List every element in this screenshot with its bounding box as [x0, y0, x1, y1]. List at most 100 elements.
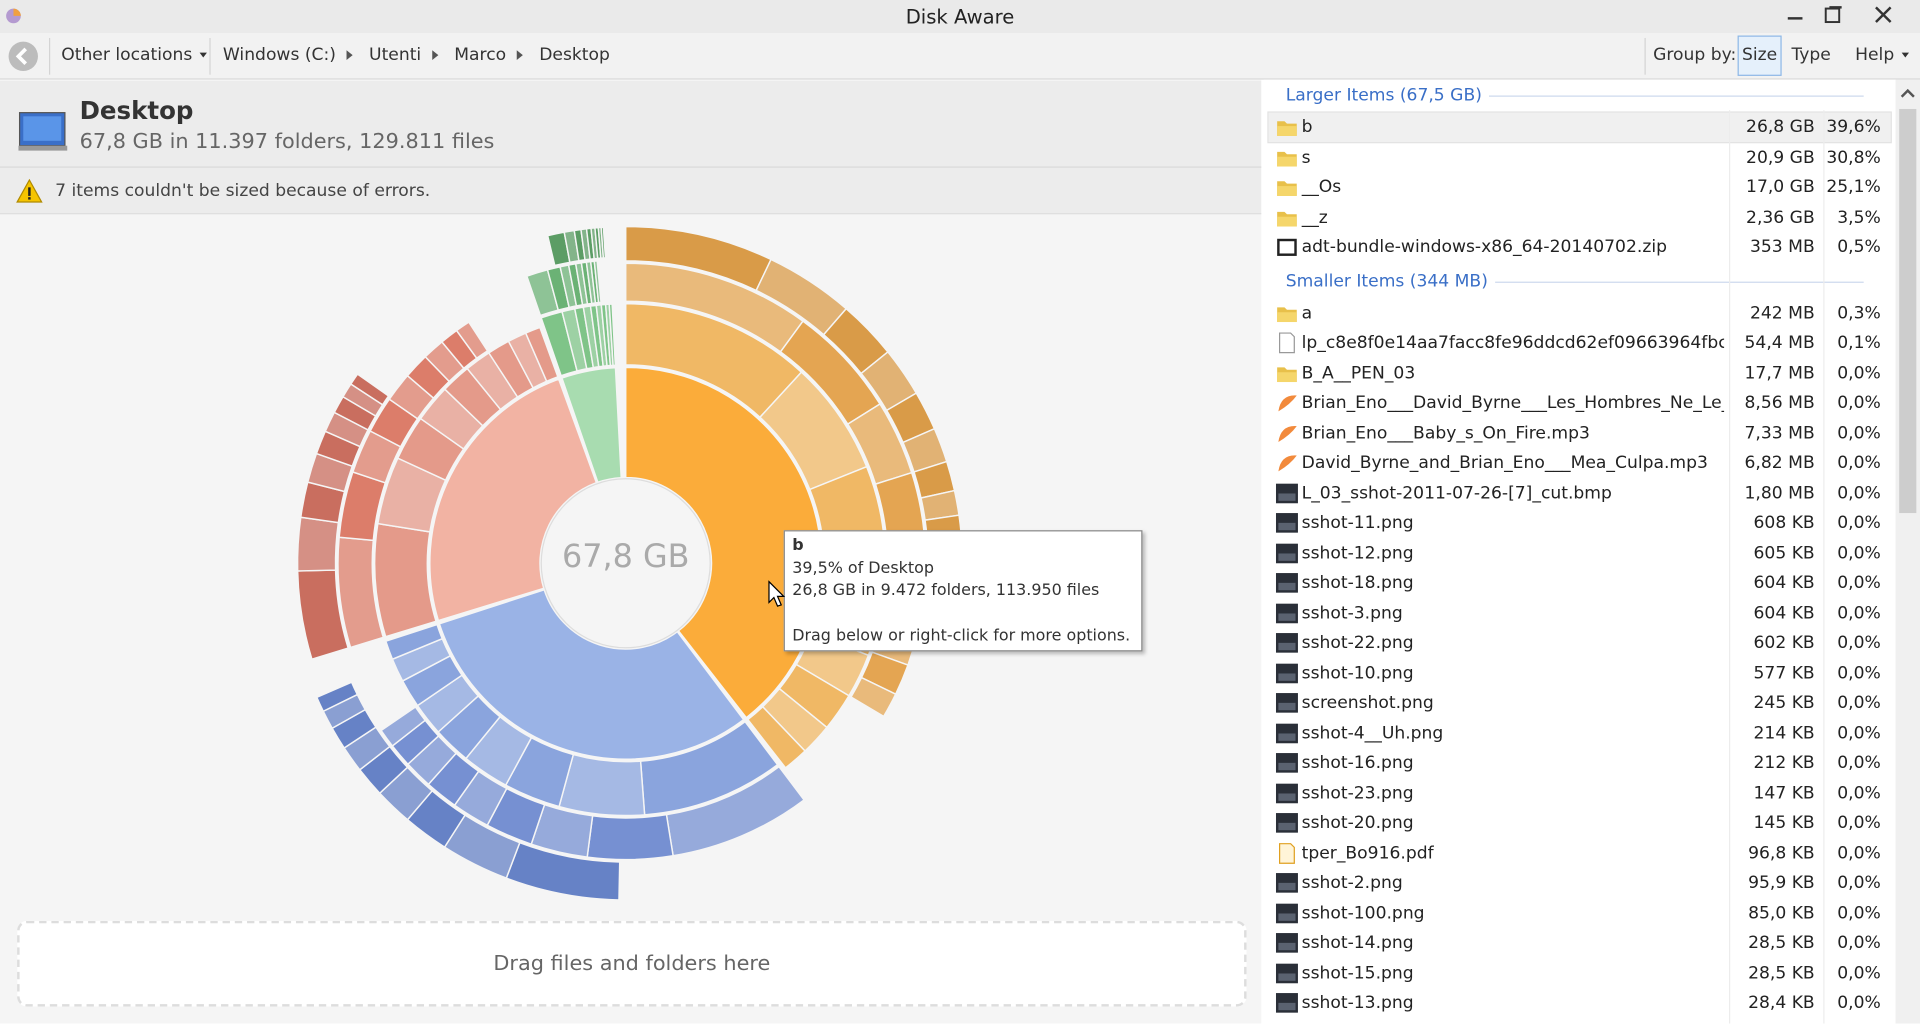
group-option[interactable]: Type: [1791, 45, 1831, 65]
item-share: 0,0%: [1837, 483, 1881, 503]
list-row[interactable]: sshot-15.png 28,5 KB 0,0%: [1269, 958, 1891, 987]
list-row[interactable]: lp_c8e8f0e14aa7facc8fe96ddcd62ef09663964…: [1269, 328, 1891, 357]
item-size: 602 KB: [1753, 633, 1815, 653]
item-name: b: [1301, 117, 1313, 138]
icon-part: [1278, 672, 1296, 681]
item-share: 0,0%: [1837, 633, 1881, 653]
item-icon: [1277, 238, 1297, 256]
list-row[interactable]: sshot-11.png 608 KB 0,0%: [1269, 508, 1891, 537]
list-row[interactable]: sshot-13.png 28,4 KB 0,0%: [1269, 988, 1891, 1017]
item-icon: [1277, 306, 1297, 322]
list-row[interactable]: screenshot.png 245 KB 0,0%: [1269, 688, 1891, 717]
list-row[interactable]: s 20,9 GB 30,8%: [1269, 143, 1891, 172]
list-row[interactable]: __z 2,36 GB 3,5%: [1269, 203, 1891, 232]
icon-part: [1278, 942, 1296, 951]
center-hole: [540, 478, 711, 649]
list-row[interactable]: sshot-2.png 95,9 KB 0,0%: [1269, 868, 1891, 897]
list-row[interactable]: a 242 MB 0,3%: [1269, 298, 1891, 327]
item-size: 85,0 KB: [1748, 903, 1815, 923]
location-menu[interactable]: Other locations: [61, 33, 207, 78]
breadcrumb-item[interactable]: Utenti: [369, 45, 422, 65]
item-share: 0,0%: [1837, 873, 1881, 893]
item-share: 0,0%: [1837, 693, 1881, 713]
item-icon: [1275, 753, 1298, 773]
folder-icon: [18, 112, 68, 151]
item-share: 0,1%: [1837, 333, 1881, 353]
list-row[interactable]: Brian_Eno___Baby_s_On_Fire.mp3 7,33 MB 0,0…: [1269, 418, 1891, 447]
list-row[interactable]: b 26,8 GB 39,6%: [1267, 111, 1892, 144]
item-icon: [1275, 813, 1298, 833]
list-row[interactable]: L_03_sshot-2011-07-26-[7]_cut.bmp 1,80 MB…: [1269, 478, 1891, 507]
item-share: 0,0%: [1837, 993, 1881, 1013]
list-row[interactable]: tper_Bo916.pdf 96,8 KB 0,0%: [1269, 838, 1891, 867]
warning-text: 7 items couldn't be sized because of err…: [55, 181, 431, 201]
list-row[interactable]: sshot-4__Uh.png 214 KB 0,0%: [1269, 718, 1891, 747]
list-row[interactable]: adt-bundle-windows-x86_64-20140702.zip 35…: [1269, 233, 1891, 262]
icon-part: [1278, 702, 1296, 711]
group-option[interactable]: Size: [1737, 35, 1782, 76]
list-row[interactable]: __Os 17,0 GB 25,1%: [1269, 173, 1891, 202]
sunburst[interactable]: [0, 214, 1261, 921]
window-controls[interactable]: [1776, 0, 1920, 33]
item-size: 95,9 KB: [1748, 873, 1815, 893]
item-name: David_Byrne_and_Brian_Eno___Mea_Culpa.mp…: [1301, 453, 1708, 473]
list-row[interactable]: sshot-18.png 604 KB 0,0%: [1269, 568, 1891, 597]
icon-part: [1277, 126, 1297, 136]
item-name: __Os: [1301, 177, 1342, 198]
list-row[interactable]: sshot-23.png 147 KB 0,0%: [1269, 778, 1891, 807]
scrollbar[interactable]: [1895, 79, 1920, 1024]
back-button[interactable]: [6, 39, 40, 73]
tooltip-line: 26,8 GB in 9.472 folders, 113.950 files: [792, 581, 1100, 601]
list-row[interactable]: Brian_Eno___David_Byrne___Les_Hombres_Ne…: [1269, 388, 1891, 417]
list-row[interactable]: sshot-100.png 85,0 KB 0,0%: [1269, 898, 1891, 927]
icon-part: [1278, 395, 1297, 412]
item-icon: [1275, 783, 1298, 803]
help-menu[interactable]: Help: [1855, 33, 1909, 78]
item-size: 28,5 KB: [1748, 933, 1815, 953]
icon-part: [1278, 612, 1296, 621]
list-row[interactable]: sshot-10.png 577 KB 0,0%: [1269, 658, 1891, 687]
item-name: sshot-11.png: [1301, 513, 1414, 533]
list-row[interactable]: sshot-16.png 212 KB 0,0%: [1269, 748, 1891, 777]
sunburst-segment: [296, 516, 340, 572]
breadcrumb-item[interactable]: Marco: [454, 45, 507, 65]
item-size: 577 KB: [1753, 663, 1815, 683]
item-share: 0,0%: [1837, 543, 1881, 563]
item-name: adt-bundle-windows-x86_64-20140702.zip: [1301, 237, 1667, 258]
item-name: a: [1301, 303, 1313, 323]
sunburst-segment: [455, 321, 489, 360]
breadcrumb-item[interactable]: Windows (C:): [222, 45, 336, 65]
item-name: Brian_Eno___David_Byrne___Les_Hombres_Ne…: [1301, 393, 1725, 413]
item-share: 0,0%: [1837, 363, 1881, 383]
item-share: 0,0%: [1837, 933, 1881, 953]
item-name: sshot-23.png: [1301, 783, 1414, 803]
item-share: 0,0%: [1837, 903, 1881, 923]
item-name: sshot-100.png: [1301, 903, 1425, 923]
list-row[interactable]: sshot-14.png 28,5 KB 0,0%: [1269, 928, 1891, 957]
item-size: 6,82 MB: [1744, 453, 1815, 473]
item-icon: [1278, 455, 1297, 472]
sunburst-segment: [558, 753, 646, 817]
location-label: Other locations: [61, 45, 193, 65]
list-row[interactable]: David_Byrne_and_Brian_Eno___Mea_Culpa.mp…: [1269, 448, 1891, 477]
breadcrumb-item[interactable]: Desktop: [539, 45, 610, 65]
item-name: sshot-13.png: [1301, 993, 1414, 1013]
item-share: 25,1%: [1826, 177, 1881, 198]
breadcrumb-separator: [517, 50, 524, 61]
list-row[interactable]: sshot-12.png 605 KB 0,0%: [1269, 538, 1891, 567]
list-row[interactable]: sshot-3.png 604 KB 0,0%: [1269, 598, 1891, 627]
item-share: 0,0%: [1837, 963, 1881, 983]
item-size: 28,5 KB: [1748, 963, 1815, 983]
item-size: 147 KB: [1753, 783, 1815, 803]
drop-zone[interactable]: Drag files and folders here: [17, 920, 1247, 1007]
item-size: 605 KB: [1753, 543, 1815, 563]
item-icon: [1275, 723, 1298, 743]
item-name: sshot-10.png: [1301, 663, 1414, 683]
icon-part: [1278, 912, 1296, 921]
list-row[interactable]: sshot-20.png 145 KB 0,0%: [1269, 808, 1891, 837]
list-row[interactable]: B_A__PEN_03 17,7 MB 0,0%: [1269, 358, 1891, 387]
item-name: s: [1301, 147, 1311, 168]
warning-bar: 7 items couldn't be sized because of err…: [0, 167, 1262, 215]
list-row[interactable]: sshot-22.png 602 KB 0,0%: [1269, 628, 1891, 657]
item-size: 20,9 GB: [1746, 147, 1815, 168]
